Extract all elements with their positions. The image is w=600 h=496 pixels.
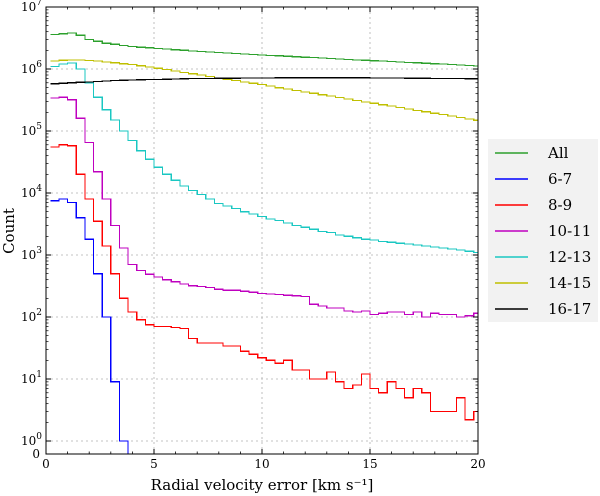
series-8-9 bbox=[50, 144, 478, 421]
y-tick-label: 100 bbox=[21, 432, 42, 448]
legend-label-12-13: 12-13 bbox=[548, 248, 591, 266]
y-tick-label: 105 bbox=[21, 122, 42, 138]
legend-label-All: All bbox=[547, 144, 569, 162]
series-16-17 bbox=[50, 77, 478, 85]
plot-frame bbox=[45, 6, 479, 455]
series-10-11 bbox=[50, 96, 478, 318]
y-tick-label: 0 bbox=[32, 447, 40, 461]
series-14-15 bbox=[50, 59, 478, 121]
y-tick-label: 104 bbox=[21, 184, 42, 200]
x-tick-label: 10 bbox=[254, 457, 269, 471]
x-tick-label: 5 bbox=[150, 457, 158, 471]
y-tick-label: 102 bbox=[21, 308, 42, 324]
x-tick-label: 20 bbox=[470, 457, 485, 471]
grid bbox=[46, 7, 478, 454]
legend-label-14-15: 14-15 bbox=[548, 274, 591, 292]
y-tick-label: 106 bbox=[21, 60, 42, 76]
x-tick-label: 15 bbox=[362, 457, 377, 471]
legend-label-16-17: 16-17 bbox=[548, 300, 591, 318]
legend-label-6-7: 6-7 bbox=[548, 170, 572, 188]
series-layer bbox=[50, 32, 478, 454]
y-axis-title: Count bbox=[0, 208, 18, 254]
y-tick-label: 103 bbox=[21, 246, 42, 262]
x-tick-label: 0 bbox=[42, 457, 50, 471]
y-tick-label: 107 bbox=[21, 0, 42, 14]
legend-label-10-11: 10-11 bbox=[548, 222, 591, 240]
series-12-13 bbox=[50, 62, 478, 254]
x-axis-title: Radial velocity error [km s⁻¹] bbox=[151, 476, 374, 494]
legend-label-8-9: 8-9 bbox=[548, 196, 572, 214]
legend: All 6-7 8-9 10-11 12-13 14-15 16-17 bbox=[488, 139, 598, 322]
series-6-7 bbox=[50, 198, 129, 454]
y-tick-label: 101 bbox=[21, 370, 42, 386]
series-All bbox=[50, 32, 478, 67]
